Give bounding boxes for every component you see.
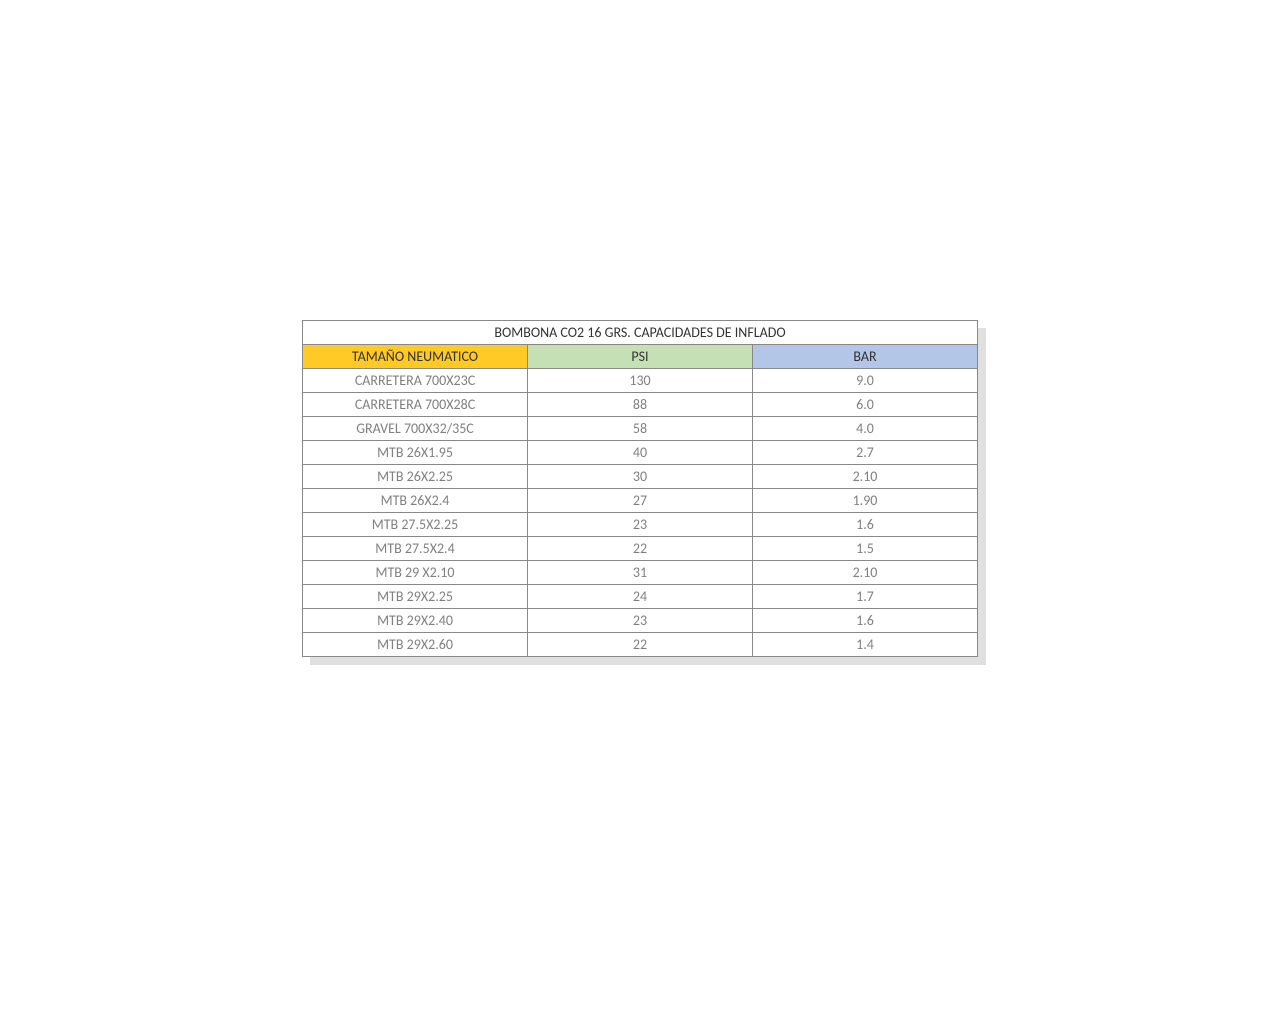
table-row: MTB 29X2.25241.7: [303, 585, 978, 609]
cell-size: MTB 27.5X2.25: [303, 513, 528, 537]
cell-size: GRAVEL 700X32/35C: [303, 417, 528, 441]
table-row: MTB 27.5X2.25231.6: [303, 513, 978, 537]
cell-bar: 1.6: [753, 513, 978, 537]
cell-psi: 58: [528, 417, 753, 441]
table-row: MTB 29X2.60221.4: [303, 633, 978, 657]
cell-size: MTB 29 X2.10: [303, 561, 528, 585]
col-header-bar: BAR: [753, 345, 978, 369]
table-title-row: BOMBONA CO2 16 GRS. CAPACIDADES DE INFLA…: [303, 321, 978, 345]
cell-size: MTB 26X1.95: [303, 441, 528, 465]
inflation-table-wrap: BOMBONA CO2 16 GRS. CAPACIDADES DE INFLA…: [302, 320, 978, 657]
cell-size: MTB 29X2.60: [303, 633, 528, 657]
table-row: MTB 26X1.95402.7: [303, 441, 978, 465]
cell-psi: 88: [528, 393, 753, 417]
table-row: MTB 26X2.4271.90: [303, 489, 978, 513]
cell-size: MTB 29X2.40: [303, 609, 528, 633]
cell-psi: 23: [528, 609, 753, 633]
cell-psi: 23: [528, 513, 753, 537]
cell-psi: 22: [528, 633, 753, 657]
table-row: GRAVEL 700X32/35C584.0: [303, 417, 978, 441]
cell-psi: 24: [528, 585, 753, 609]
cell-bar: 6.0: [753, 393, 978, 417]
col-header-size: TAMAÑO NEUMATICO: [303, 345, 528, 369]
cell-size: MTB 26X2.4: [303, 489, 528, 513]
cell-bar: 2.10: [753, 561, 978, 585]
cell-size: CARRETERA 700X23C: [303, 369, 528, 393]
inflation-table: BOMBONA CO2 16 GRS. CAPACIDADES DE INFLA…: [302, 320, 978, 657]
cell-psi: 30: [528, 465, 753, 489]
cell-bar: 4.0: [753, 417, 978, 441]
table-title: BOMBONA CO2 16 GRS. CAPACIDADES DE INFLA…: [303, 321, 978, 345]
cell-bar: 1.90: [753, 489, 978, 513]
cell-psi: 31: [528, 561, 753, 585]
cell-psi: 130: [528, 369, 753, 393]
table-row: MTB 29 X2.10312.10: [303, 561, 978, 585]
cell-size: MTB 26X2.25: [303, 465, 528, 489]
table-row: CARRETERA 700X23C1309.0: [303, 369, 978, 393]
cell-psi: 40: [528, 441, 753, 465]
table-row: CARRETERA 700X28C886.0: [303, 393, 978, 417]
table-row: MTB 26X2.25302.10: [303, 465, 978, 489]
table-header-row: TAMAÑO NEUMATICO PSI BAR: [303, 345, 978, 369]
table-body: CARRETERA 700X23C1309.0 CARRETERA 700X28…: [303, 369, 978, 657]
cell-psi: 22: [528, 537, 753, 561]
cell-bar: 1.6: [753, 609, 978, 633]
cell-size: CARRETERA 700X28C: [303, 393, 528, 417]
cell-bar: 1.4: [753, 633, 978, 657]
cell-bar: 1.5: [753, 537, 978, 561]
cell-psi: 27: [528, 489, 753, 513]
cell-bar: 1.7: [753, 585, 978, 609]
cell-size: MTB 27.5X2.4: [303, 537, 528, 561]
cell-bar: 2.10: [753, 465, 978, 489]
cell-bar: 9.0: [753, 369, 978, 393]
cell-size: MTB 29X2.25: [303, 585, 528, 609]
cell-bar: 2.7: [753, 441, 978, 465]
table-row: MTB 29X2.40231.6: [303, 609, 978, 633]
col-header-psi: PSI: [528, 345, 753, 369]
table-row: MTB 27.5X2.4221.5: [303, 537, 978, 561]
